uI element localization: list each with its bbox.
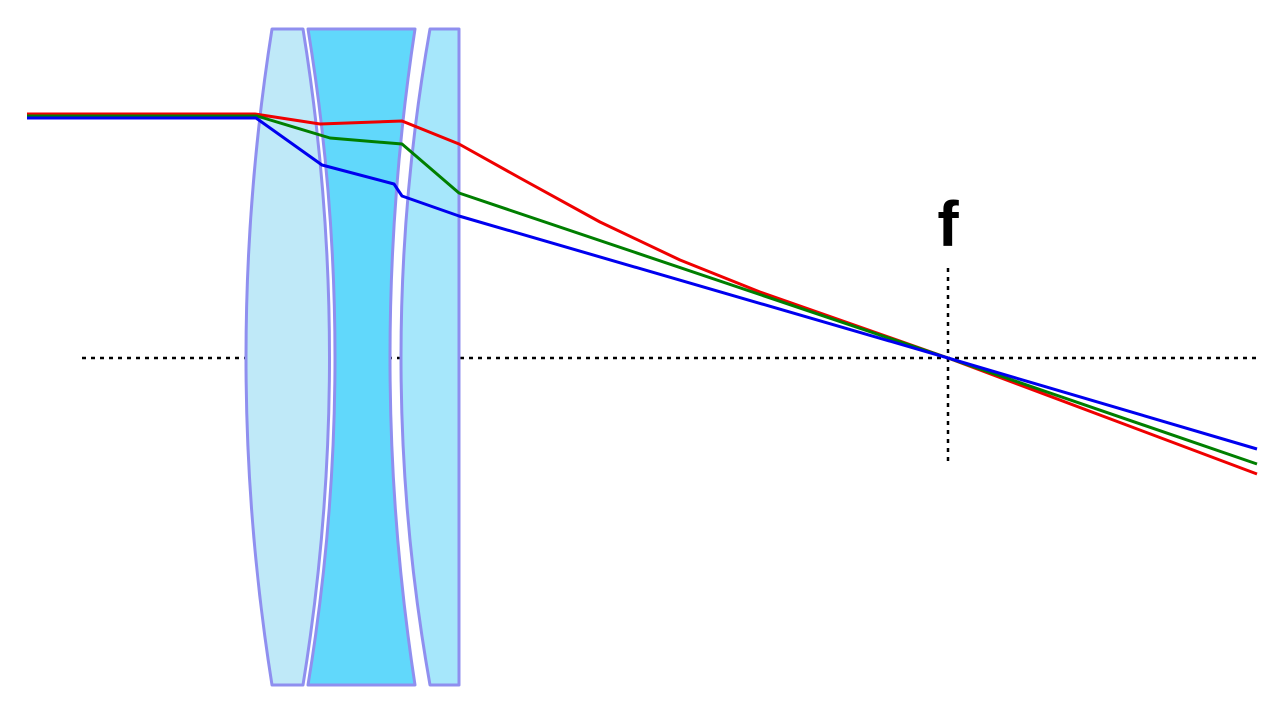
biconvex-lens xyxy=(244,27,331,687)
green-ray xyxy=(27,114,1258,466)
plano-convex-lens xyxy=(399,27,461,687)
light-rays xyxy=(27,112,1258,476)
blue-ray xyxy=(27,116,1258,451)
biconcave-lens xyxy=(306,27,417,687)
red-ray xyxy=(27,112,1258,476)
focal-point-label: f xyxy=(937,188,959,260)
